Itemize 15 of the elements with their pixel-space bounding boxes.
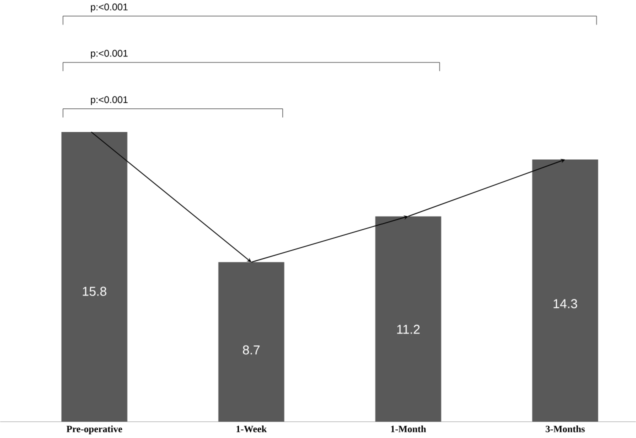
text: p:<0.001 — [90, 50, 128, 59]
bar — [218, 262, 284, 422]
text: p:<0.001 — [90, 4, 128, 12]
x-tick-label: 1-Month — [391, 426, 426, 432]
x-tick-label: 1-Week — [236, 426, 267, 432]
text: p:<0.001 — [90, 96, 128, 106]
bar — [61, 132, 128, 422]
data-label: 15.8 — [82, 286, 106, 296]
data-label: 8.7 — [242, 345, 260, 355]
bar — [375, 216, 442, 422]
data-label: 14.3 — [554, 299, 578, 308]
x-tick-label: 3-Months — [546, 426, 585, 432]
bar — [532, 160, 598, 422]
x-tick-label: Pre-operative — [66, 426, 122, 434]
data-label: 11.2 — [397, 324, 420, 334]
